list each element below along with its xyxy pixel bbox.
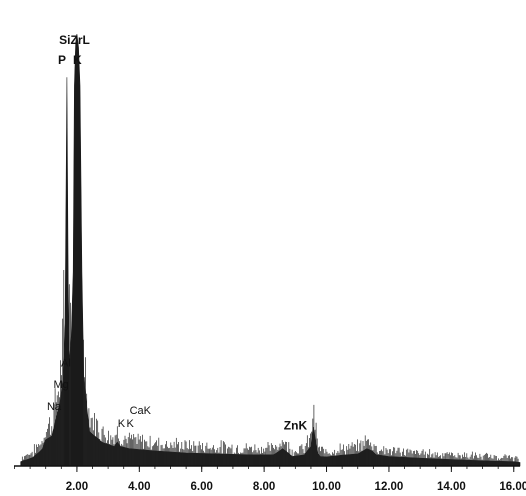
x-tick-label: 8.00 [253, 481, 275, 493]
peak-label: K [118, 418, 126, 430]
peak-label: SiZrL [59, 33, 90, 47]
spectrum-noise [21, 270, 519, 466]
x-tick-label: 14.00 [437, 481, 466, 493]
x-tick-label: 12.00 [375, 481, 404, 493]
x-tick-label: 2.00 [66, 481, 88, 493]
peak-label: P [58, 53, 66, 67]
peak-label: CaK [130, 405, 152, 417]
peak-label: Mg [54, 379, 69, 391]
x-tick-label: 6.00 [191, 481, 213, 493]
x-axis: 2.00 4.00 6.00 8.00 10.00 12.00 14.00 16.00 [14, 465, 526, 493]
x-tick-label: 10.00 [312, 481, 341, 493]
peak-label: ZnK [284, 418, 308, 432]
peak-label: K [73, 53, 82, 67]
peak-label: Na [47, 401, 62, 413]
peak-label: Al [61, 358, 71, 370]
peak-label: K [127, 418, 135, 430]
x-tick-label: 16.00 [499, 481, 526, 493]
x-tick-label: 4.00 [128, 481, 150, 493]
spectrum-area [20, 33, 521, 467]
spectrum-series [20, 33, 521, 467]
